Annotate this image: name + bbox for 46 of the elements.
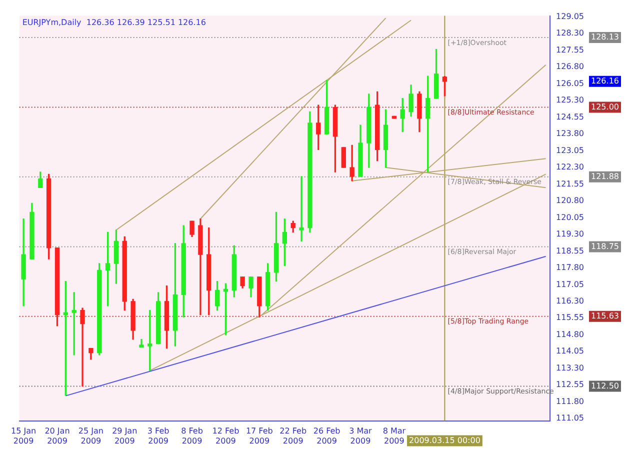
y-tick-label: 127.55 xyxy=(556,45,584,54)
y-tick-label: 119.30 xyxy=(556,230,584,239)
y-tick-label: 123.05 xyxy=(556,146,584,155)
y-tick-label: 123.80 xyxy=(556,129,584,138)
y-tick-label: 111.05 xyxy=(556,414,584,423)
chart-title: EURJPYm,Daily 126.36 126.39 125.51 126.16 xyxy=(22,18,206,27)
y-tick-label: 126.80 xyxy=(556,62,584,72)
y-tick-label: 126.05 xyxy=(556,78,584,88)
x-tick-label: 8 Mar 2009 xyxy=(382,426,406,446)
text: 121.88 xyxy=(591,172,619,181)
y-tick-label: 118.55 xyxy=(556,246,584,256)
y-tick-label: 128.30 xyxy=(556,28,584,38)
y-tick-label: 116.30 xyxy=(556,296,584,306)
x-tick-label: 17 Feb 2009 xyxy=(246,426,273,446)
y-tick-label: 129.05 xyxy=(556,12,584,21)
x-tick-label: 22 Feb 2009 xyxy=(280,426,307,446)
x-tick-label: 8 Feb 2009 xyxy=(181,426,203,446)
text: 2009.03.15 00:00 xyxy=(409,436,480,445)
y-tick-label: 117.05 xyxy=(556,280,584,289)
x-tick-label: 29 Jan 2009 xyxy=(112,426,138,446)
x-tick-label: 12 Feb 2009 xyxy=(212,426,240,446)
y-tick-label: 117.80 xyxy=(556,263,584,272)
x-tick-label: 15 Jan 2009 xyxy=(11,426,36,446)
text: 128.13 xyxy=(591,32,619,42)
text: 115.63 xyxy=(591,311,619,320)
y-tick-label: 113.30 xyxy=(556,363,584,372)
y-tick-label: 120.05 xyxy=(556,212,584,222)
y-tick-label: 112.55 xyxy=(556,380,584,390)
y-tick-label: 114.05 xyxy=(556,346,584,356)
text: 112.50 xyxy=(591,381,619,390)
y-tick-label: 114.80 xyxy=(556,330,584,339)
y-tick-label: 122.30 xyxy=(556,162,584,172)
y-tick-label: 111.80 xyxy=(556,396,584,406)
y-tick-label: 124.55 xyxy=(556,112,584,122)
x-tick-label: 20 Jan 2009 xyxy=(44,426,70,446)
x-tick-label: 25 Jan 2009 xyxy=(78,426,104,446)
y-tick-label: 121.55 xyxy=(556,179,584,188)
x-tick-label: 3 Mar 2009 xyxy=(349,426,373,446)
y-tick-label: 125.30 xyxy=(556,96,584,105)
text: 126.16 xyxy=(591,76,619,86)
text: 125.00 xyxy=(591,102,619,112)
y-tick-label: 115.55 xyxy=(556,313,584,322)
text: 118.75 xyxy=(591,242,619,251)
x-tick-label: 3 Feb 2009 xyxy=(147,426,170,446)
y-tick-label: 120.80 xyxy=(556,196,584,206)
x-tick-label: 26 Feb 2009 xyxy=(313,426,340,446)
